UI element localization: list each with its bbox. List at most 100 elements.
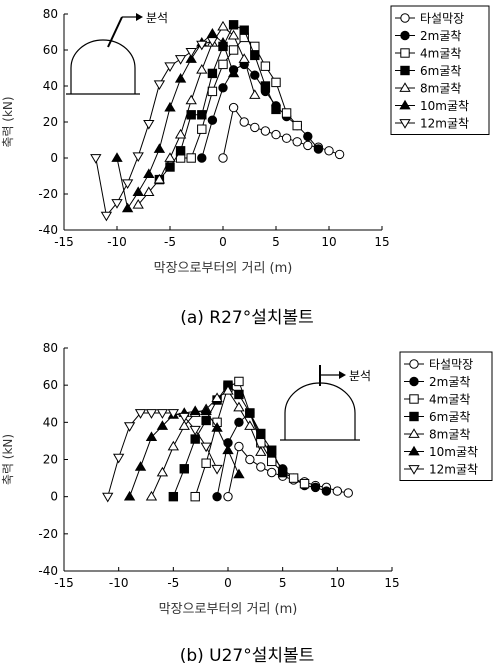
chart-panel-a: -15 -10 -5 0 5 10 15 -40 -20 0 20 40 60 80 막장으로부터의 거리 … xyxy=(1,5,490,276)
data-point xyxy=(185,47,197,58)
y-tick-label: 0 xyxy=(50,490,58,504)
legend-item: 타설막장 xyxy=(395,12,464,26)
series-1 xyxy=(223,441,353,502)
legend-marker xyxy=(400,30,410,41)
data-point xyxy=(256,462,266,472)
data-point xyxy=(132,186,144,197)
data-point xyxy=(303,131,313,142)
data-point xyxy=(217,20,229,31)
x-tick-label: 0 xyxy=(224,576,232,590)
data-point xyxy=(227,67,240,78)
legend-item: 2m굴착 xyxy=(395,29,461,43)
data-point xyxy=(90,154,102,164)
legend-label: 10m굴착 xyxy=(429,445,478,459)
series-1 xyxy=(218,102,345,163)
series-line xyxy=(180,36,298,159)
data-point xyxy=(239,25,249,35)
data-point xyxy=(313,144,324,154)
arrow-head-icon xyxy=(339,371,346,379)
y-tick-label: -40 xyxy=(38,223,58,237)
data-point xyxy=(134,461,147,471)
bolt-line xyxy=(107,16,123,48)
data-point xyxy=(185,94,197,105)
data-point xyxy=(277,467,288,478)
data-point xyxy=(271,129,281,140)
data-point xyxy=(223,491,233,502)
data-point xyxy=(206,28,219,38)
legend: 타설막장 2m굴착 4m굴착 6m굴착 8m굴착 10m굴착 12m굴착 xyxy=(399,351,493,481)
data-point xyxy=(234,376,244,387)
data-point xyxy=(153,173,166,184)
legend-label: 8m굴착 xyxy=(420,82,461,96)
data-point xyxy=(174,128,187,139)
data-point xyxy=(189,425,201,436)
data-point xyxy=(234,389,244,400)
legend-marker xyxy=(399,82,411,92)
x-tick-label: -10 xyxy=(109,576,129,590)
data-point xyxy=(190,434,200,444)
series-5 xyxy=(132,20,261,209)
data-point xyxy=(211,422,223,432)
data-point xyxy=(288,473,299,483)
legend-label: 6m굴착 xyxy=(420,64,461,78)
y-tick-label: -20 xyxy=(38,527,58,541)
data-point xyxy=(244,420,256,430)
data-point xyxy=(267,456,277,467)
x-axis-label: 막장으로부터의 거리 (m) xyxy=(159,602,298,617)
data-point xyxy=(260,126,271,136)
data-point xyxy=(260,61,271,71)
y-tick-label: 20 xyxy=(43,453,58,467)
data-point xyxy=(250,122,260,133)
data-point xyxy=(164,62,176,72)
legend-label: 4m굴착 xyxy=(429,393,470,407)
legend-label: 4m굴착 xyxy=(420,47,461,61)
legend-item: 4m굴착 xyxy=(404,393,470,407)
data-point xyxy=(239,117,249,127)
data-point xyxy=(189,405,201,416)
data-point xyxy=(123,490,136,501)
legend-marker xyxy=(408,445,420,456)
series-7 xyxy=(102,409,223,503)
data-point xyxy=(292,120,302,131)
data-point xyxy=(222,384,234,395)
x-tick-label: 10 xyxy=(321,235,336,249)
data-point xyxy=(217,37,229,47)
data-point xyxy=(143,119,155,130)
data-point xyxy=(197,110,207,120)
data-point xyxy=(271,77,281,88)
data-point xyxy=(299,478,310,489)
caption-b: (b) U27°설치볼트 xyxy=(179,646,315,666)
data-point xyxy=(324,146,334,156)
data-point xyxy=(310,482,321,493)
data-point xyxy=(178,412,190,423)
x-tick-label: -15 xyxy=(54,576,74,590)
data-point xyxy=(156,466,169,477)
y-tick-label: 60 xyxy=(43,378,58,392)
data-point xyxy=(207,86,218,97)
data-point xyxy=(238,53,250,63)
data-point xyxy=(218,59,228,70)
data-point xyxy=(271,104,281,115)
x-tick-label: 5 xyxy=(279,576,287,590)
data-point xyxy=(121,202,134,213)
data-point xyxy=(156,420,169,430)
data-point xyxy=(292,137,302,147)
data-point xyxy=(321,486,332,496)
x-tick-label: -15 xyxy=(54,235,74,249)
y-tick-label: 60 xyxy=(43,43,58,57)
data-point xyxy=(211,464,223,475)
data-point xyxy=(250,70,260,80)
data-point xyxy=(207,115,218,125)
series-7 xyxy=(90,37,219,222)
data-point xyxy=(167,409,180,419)
legend-label: 8m굴착 xyxy=(429,428,470,442)
data-point xyxy=(245,408,255,418)
data-point xyxy=(111,152,123,162)
legend-item: 10m굴착 xyxy=(404,445,478,459)
data-point xyxy=(201,458,211,468)
y-tick-label: 80 xyxy=(43,7,58,21)
data-point xyxy=(343,488,353,498)
legend-item: 8m굴착 xyxy=(395,82,461,96)
data-point xyxy=(102,492,114,503)
